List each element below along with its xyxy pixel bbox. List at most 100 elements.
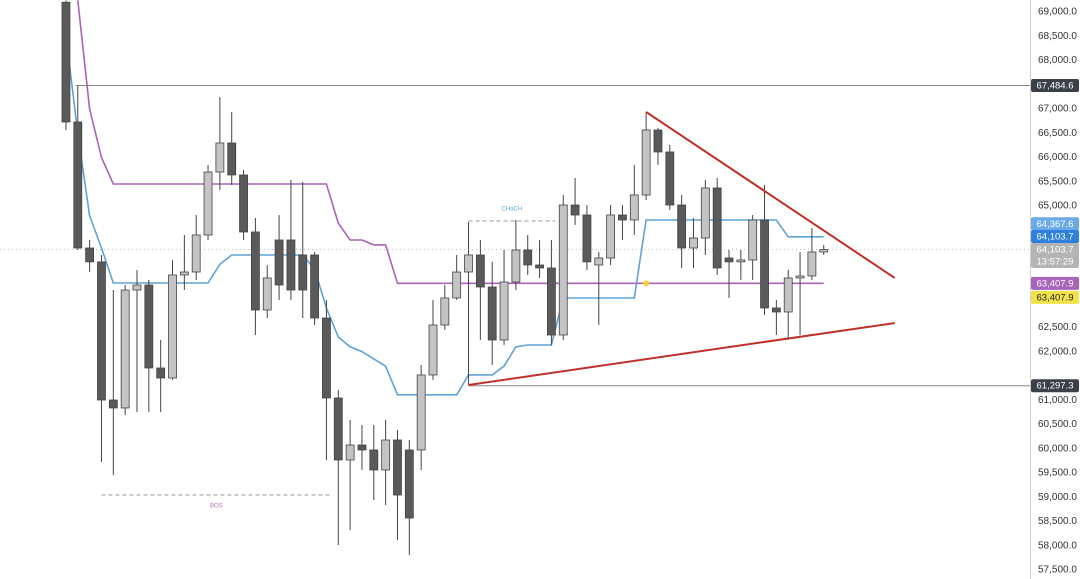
price-tag — [1031, 290, 1079, 304]
candle-body — [393, 439, 402, 496]
candle-body — [440, 297, 450, 326]
candle-body — [97, 261, 106, 401]
candle-body — [558, 204, 568, 336]
y-tick-label: 60,500.0 — [1038, 419, 1077, 430]
candle-body — [215, 142, 225, 173]
y-tick-label: 68,500.0 — [1038, 31, 1077, 42]
y-tick-label: 65,500.0 — [1038, 176, 1077, 187]
candle-body — [807, 251, 817, 277]
candle-body — [298, 254, 308, 291]
candle-body — [132, 284, 142, 291]
candle-body — [570, 204, 580, 216]
candle-body — [144, 284, 154, 369]
candle-body — [404, 449, 414, 519]
candle-body — [665, 151, 675, 206]
candle-body — [250, 231, 260, 311]
annotation-label: CHoCH — [501, 207, 522, 213]
candle-body — [511, 249, 521, 283]
y-tick-label: 69,000.0 — [1038, 7, 1077, 18]
candle-body — [487, 286, 497, 341]
y-tick-label: 58,500.0 — [1038, 516, 1077, 527]
candle-body — [499, 281, 509, 341]
candle-body — [203, 171, 213, 236]
y-tick-label: 60,000.0 — [1038, 443, 1077, 454]
candle-body — [618, 214, 627, 221]
candle-body — [689, 237, 698, 249]
y-tick-label: 68,000.0 — [1038, 55, 1077, 66]
candle-body — [156, 367, 166, 379]
price-tag-time: 13:57:29 — [1037, 257, 1074, 268]
y-tick-label: 62,000.0 — [1038, 346, 1077, 357]
price-tag-label: 64,103.7 — [1037, 232, 1074, 243]
price-tag-label: 64,367.6 — [1037, 219, 1074, 230]
candle-body — [464, 254, 473, 273]
candle-body — [771, 307, 781, 313]
marker-dot — [643, 280, 650, 287]
candle-body — [61, 1, 71, 123]
candle-body — [783, 277, 793, 313]
candle-body — [191, 234, 201, 273]
candle-body — [227, 142, 237, 176]
candle-body — [724, 257, 734, 263]
candle-body — [322, 317, 331, 399]
y-tick-label: 62,500.0 — [1038, 322, 1077, 333]
candle-body — [795, 275, 805, 279]
candle-body — [369, 449, 379, 471]
candle-body — [416, 374, 426, 451]
y-tick-label: 61,000.0 — [1038, 395, 1077, 406]
candle-body — [262, 277, 272, 311]
candle-body — [653, 129, 663, 153]
trendline — [468, 322, 895, 386]
y-tick-label: 57,500.0 — [1038, 565, 1077, 576]
candle-body — [748, 219, 758, 261]
candle-body — [120, 289, 130, 409]
candle-body — [819, 249, 829, 253]
candle-body — [452, 271, 462, 299]
y-tick-label: 65,000.0 — [1038, 201, 1077, 212]
candle-body — [606, 214, 616, 259]
price-tag — [1031, 379, 1079, 393]
candle-body — [428, 324, 438, 376]
candle-body — [345, 444, 355, 461]
candle-body — [168, 274, 177, 379]
price-tag-label: 61,297.3 — [1037, 381, 1074, 392]
y-tick-label: 67,000.0 — [1038, 104, 1077, 115]
indicator-line — [65, 36, 824, 396]
price-tag-label: 67,484.6 — [1037, 81, 1074, 92]
price-tag-label: 63,407.9 — [1037, 292, 1074, 303]
candle-body — [239, 174, 248, 233]
price-tag — [1031, 276, 1079, 290]
candle-body — [523, 249, 533, 266]
candle-body — [475, 254, 485, 288]
candle-body — [333, 397, 343, 461]
candle-body — [582, 214, 592, 263]
candle-body — [535, 264, 544, 269]
y-tick-label: 66,000.0 — [1038, 152, 1077, 163]
price-tag — [1031, 230, 1079, 244]
candle-body — [629, 194, 639, 221]
indicator-line — [77, 0, 824, 285]
y-tick-label: 66,500.0 — [1038, 128, 1077, 139]
candle-body — [274, 239, 284, 286]
candle-body — [73, 121, 83, 249]
price-tag — [1031, 217, 1079, 231]
candle-body — [108, 399, 118, 409]
y-tick-label: 59,000.0 — [1038, 492, 1077, 503]
trendline — [645, 111, 896, 279]
price-tag-label: 64,103.7 — [1037, 245, 1074, 256]
candle-body — [179, 271, 189, 276]
price-tag-label: 63,407.9 — [1037, 278, 1074, 289]
candle-body — [641, 129, 651, 196]
candle-body — [760, 219, 769, 309]
candle-body — [712, 187, 722, 269]
candle-body — [286, 239, 296, 291]
y-tick-label: 59,500.0 — [1038, 468, 1077, 479]
candle-body — [310, 254, 320, 319]
candle-body — [357, 444, 367, 451]
annotation-label: BOS — [210, 504, 223, 510]
y-tick-label: 58,000.0 — [1038, 540, 1077, 551]
candle-body — [547, 267, 556, 336]
candle-body — [594, 257, 604, 266]
price-tag — [1031, 79, 1079, 93]
